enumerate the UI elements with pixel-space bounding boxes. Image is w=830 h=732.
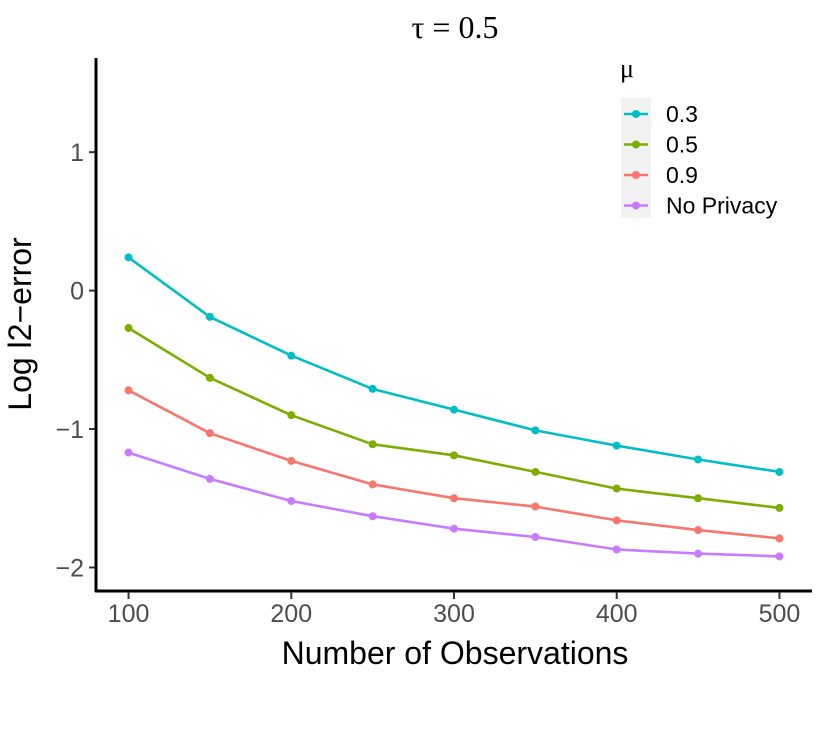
- y-tick-label: −2: [55, 554, 84, 582]
- data-point: [531, 426, 540, 435]
- data-point: [124, 386, 133, 395]
- data-point: [694, 494, 703, 503]
- data-point: [205, 429, 214, 438]
- data-point: [287, 411, 296, 420]
- data-point: [124, 448, 133, 457]
- x-tick-label: 300: [433, 600, 475, 628]
- x-tick-label: 100: [108, 600, 150, 628]
- data-point: [531, 467, 540, 476]
- x-tick-label: 400: [596, 600, 638, 628]
- data-point: [612, 516, 621, 525]
- data-point: [287, 351, 296, 360]
- data-point: [124, 253, 133, 262]
- series-2: [124, 323, 784, 512]
- data-point: [531, 533, 540, 542]
- data-point: [205, 474, 214, 483]
- legend-title: μ: [620, 54, 634, 83]
- legend-key-point: [632, 201, 640, 210]
- chart-title: τ = 0.5: [412, 9, 499, 45]
- x-tick-label: 200: [270, 600, 312, 628]
- y-axis-title: Log l2−error: [2, 237, 38, 411]
- legend-label: 0.3: [666, 101, 698, 127]
- series-line: [127, 326, 780, 510]
- legend-key-point: [632, 140, 640, 149]
- y-tick-label: 0: [70, 278, 84, 306]
- data-point: [205, 373, 214, 382]
- data-point: [775, 552, 784, 561]
- data-point: [368, 480, 377, 489]
- y-tick-label: −1: [55, 416, 84, 444]
- data-point: [205, 312, 214, 321]
- axes: [94, 58, 812, 593]
- data-point: [694, 549, 703, 558]
- legend-key-point: [632, 171, 640, 179]
- y-tick-label: 1: [70, 139, 84, 167]
- data-point: [775, 534, 784, 543]
- series-4: [124, 448, 784, 561]
- series-1: [124, 253, 784, 476]
- x-axis-ticks: 100 200 300 400 500: [108, 592, 801, 628]
- data-point: [612, 441, 621, 450]
- series-layer: [124, 253, 784, 561]
- data-point: [368, 384, 377, 393]
- data-point: [450, 405, 458, 414]
- data-point: [287, 456, 296, 465]
- legend-label: 0.5: [666, 132, 698, 158]
- data-point: [694, 455, 703, 464]
- data-point: [124, 323, 133, 332]
- y-axis-ticks: 1 0 −1 −2: [55, 139, 95, 582]
- x-axis-title: Number of Observations: [282, 635, 629, 671]
- series-line: [128, 451, 780, 558]
- data-point: [612, 484, 621, 493]
- data-point: [287, 497, 296, 506]
- legend-label: 0.9: [666, 162, 698, 188]
- x-tick-label: 500: [759, 600, 801, 628]
- data-point: [450, 451, 458, 460]
- data-point: [368, 440, 377, 449]
- data-point: [450, 524, 458, 533]
- data-point: [775, 467, 784, 476]
- data-point: [531, 502, 540, 511]
- data-point: [450, 494, 458, 503]
- data-point: [694, 526, 703, 535]
- data-point: [368, 512, 377, 521]
- legend: μ 0.3 0.5 0.9 No Privacy: [620, 54, 778, 219]
- series-3: [124, 386, 784, 543]
- legend-key-point: [632, 110, 640, 118]
- data-point: [612, 545, 621, 554]
- legend-label: No Privacy: [666, 193, 778, 219]
- data-point: [775, 503, 784, 512]
